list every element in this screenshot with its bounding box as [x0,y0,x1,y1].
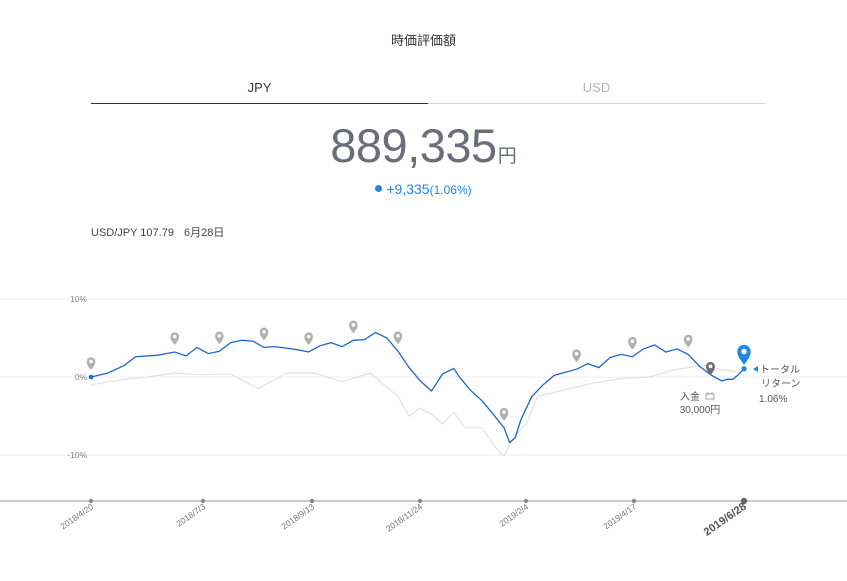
chart-grid [0,298,847,456]
return-pointer-icon [753,366,758,372]
currency-tabs: JPY USD [91,80,765,104]
deposit-icon [705,392,715,400]
portfolio-line [90,331,745,444]
fx-rate-date: 6月28日 [183,227,225,239]
tab-usd[interactable]: USD [428,80,765,104]
pin-hole [630,339,635,344]
pin-hole [306,334,311,339]
x-tick-label: 2019/2/4 [497,501,530,528]
total-return-label-1: トータル [760,364,800,376]
pin-hole [708,364,713,369]
pin-hole [217,333,222,338]
pin-hole [89,359,93,364]
y-tick-label: 0% [75,372,88,382]
y-tick-label: -10% [67,450,87,460]
fx-rate: USD/JPY 107.79 6月28日 [91,224,224,240]
map-pin-icon [86,357,96,370]
total-return-value: 1.06% [759,394,787,405]
valuation-number: 889,335 [330,119,497,172]
page-title: 時価評価額 [390,34,456,49]
trade-marker-pin [170,332,180,346]
map-pin-icon [215,331,224,345]
change-amount: +9,335 [386,181,430,197]
benchmark-line [90,364,745,457]
valuation-amount: 889,335円 [0,118,847,173]
x-tick-label: 2018/4/20 [58,501,95,531]
current-marker-pin [737,344,751,365]
y-tick-label: 10% [70,294,87,304]
end-dot [741,366,747,372]
trade-marker-pin [215,331,224,345]
valuation-change: +9,335(1.06%) [0,181,847,197]
x-tick-label: 2019/6/28 [702,501,749,539]
pin-hole [574,351,579,356]
trade-marker-pin [349,320,358,334]
x-tick-label: 2018/11/24 [384,501,424,533]
pin-hole [686,337,690,341]
trade-marker-pin [499,407,509,421]
x-tick-label: 2018/9/13 [279,501,316,531]
map-pin-icon [499,407,509,421]
map-pin-icon [304,332,313,346]
pin-hole [351,323,356,327]
trade-marker-pin [683,334,693,348]
pin-hole [262,330,266,334]
valuation-unit: 円 [497,145,517,167]
x-tick-label: 2019/4/17 [601,501,638,531]
map-pin-icon [628,336,637,350]
tab-jpy[interactable]: JPY [91,80,428,104]
pin-hole [502,410,506,414]
pin-hole [396,333,400,338]
trade-marker-pin [628,336,637,350]
map-pin-icon [170,332,180,346]
deposit-label: 入金 [680,390,700,403]
x-tick-dot [200,498,206,504]
event-markers [86,320,751,421]
chart-annotations: 入金 30,000円 トータル リターン 1.06% [680,364,801,416]
map-pin-icon [259,327,269,341]
map-pin-icon [737,344,751,365]
x-tick-dot [88,498,94,504]
x-tick-dot [631,498,637,504]
x-axis: 2018/4/20 2018/7/3 2018/9/13 2018/11/24 2019… [0,497,847,539]
trade-marker-pin [259,327,269,341]
start-dot [88,374,94,380]
map-pin-icon [705,361,716,376]
total-return-label-2: リターン [761,378,801,390]
trade-marker-pin [572,349,581,363]
map-pin-icon [683,334,693,348]
y-axis: 10% 0% -10% [67,294,87,460]
x-tick-dot [417,498,423,504]
map-pin-icon [349,320,358,334]
trade-marker-pin [393,331,403,345]
change-percent: (1.06%) [429,183,472,197]
change-dot-icon [375,185,383,192]
deposit-amount: 30,000円 [680,405,721,416]
x-tick-label: 2018/7/3 [174,501,207,528]
map-pin-icon [393,331,403,345]
x-tick-dot [309,498,315,504]
pin-hole [741,348,747,355]
trade-marker-pin [86,357,96,370]
x-tick-dot [740,497,748,505]
deposit-marker-pin [705,361,716,376]
trade-marker-pin [304,332,313,346]
pin-hole [172,334,177,339]
x-tick-dot [523,498,529,504]
fx-rate-value: USD/JPY 107.79 [91,227,174,239]
map-pin-icon [572,349,581,363]
